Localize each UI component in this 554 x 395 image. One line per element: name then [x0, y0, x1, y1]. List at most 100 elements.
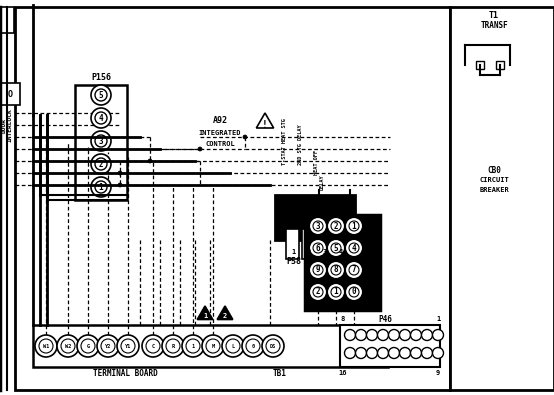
- Circle shape: [433, 329, 444, 340]
- Text: 16: 16: [338, 370, 347, 376]
- Circle shape: [35, 335, 57, 357]
- Circle shape: [313, 243, 323, 253]
- Circle shape: [142, 335, 164, 357]
- Text: 0: 0: [352, 288, 356, 297]
- Circle shape: [388, 348, 399, 359]
- Circle shape: [331, 265, 341, 275]
- Text: P58: P58: [286, 258, 301, 267]
- Circle shape: [356, 329, 367, 340]
- Text: DS: DS: [270, 344, 276, 348]
- Text: CB0: CB0: [487, 166, 501, 175]
- Text: 2: 2: [223, 313, 227, 319]
- Circle shape: [39, 339, 53, 353]
- Circle shape: [349, 265, 359, 275]
- Text: 2: 2: [316, 288, 320, 297]
- Circle shape: [91, 85, 111, 105]
- Circle shape: [91, 108, 111, 128]
- Circle shape: [309, 217, 327, 235]
- Text: 5: 5: [99, 90, 103, 100]
- Circle shape: [367, 348, 377, 359]
- Text: HEAT OFF: HEAT OFF: [314, 150, 319, 175]
- Circle shape: [349, 221, 359, 231]
- Text: DOOR
INTERLOCK: DOOR INTERLOCK: [2, 108, 12, 142]
- Circle shape: [377, 348, 388, 359]
- Circle shape: [422, 329, 433, 340]
- Circle shape: [95, 135, 107, 147]
- Text: 3: 3: [316, 222, 320, 231]
- Circle shape: [202, 335, 224, 357]
- Bar: [476, 61, 484, 69]
- Text: TERMINAL BOARD: TERMINAL BOARD: [93, 369, 157, 378]
- Circle shape: [57, 335, 79, 357]
- Circle shape: [91, 177, 111, 197]
- Circle shape: [433, 348, 444, 359]
- Text: L: L: [232, 344, 234, 348]
- Text: 8: 8: [334, 265, 338, 275]
- Circle shape: [399, 348, 411, 359]
- Circle shape: [345, 217, 363, 235]
- Circle shape: [101, 339, 115, 353]
- Circle shape: [77, 335, 99, 357]
- Text: 3: 3: [99, 137, 103, 145]
- Circle shape: [411, 348, 422, 359]
- Circle shape: [186, 339, 200, 353]
- Circle shape: [148, 159, 152, 163]
- Circle shape: [422, 348, 433, 359]
- Text: 1: 1: [203, 313, 207, 319]
- Text: A92: A92: [213, 115, 228, 124]
- Text: 5: 5: [334, 243, 338, 252]
- Text: TB1: TB1: [273, 369, 287, 378]
- Circle shape: [182, 335, 204, 357]
- Circle shape: [345, 329, 356, 340]
- Text: P156: P156: [91, 73, 111, 81]
- Circle shape: [349, 243, 359, 253]
- Text: 1: 1: [436, 316, 440, 322]
- Circle shape: [367, 329, 377, 340]
- Circle shape: [327, 261, 345, 279]
- Circle shape: [95, 112, 107, 124]
- Circle shape: [121, 339, 135, 353]
- Text: 7: 7: [352, 265, 356, 275]
- Text: TRANSF: TRANSF: [480, 21, 508, 30]
- Circle shape: [345, 348, 356, 359]
- Text: CONTROL: CONTROL: [205, 141, 235, 147]
- Circle shape: [95, 89, 107, 101]
- Text: 2: 2: [334, 222, 338, 231]
- Text: 1: 1: [99, 182, 103, 192]
- Circle shape: [81, 339, 95, 353]
- Circle shape: [399, 329, 411, 340]
- Text: 0: 0: [252, 344, 254, 348]
- Text: 6: 6: [316, 243, 320, 252]
- Text: 4: 4: [339, 249, 343, 255]
- Circle shape: [309, 261, 327, 279]
- Circle shape: [61, 339, 75, 353]
- Circle shape: [331, 243, 341, 253]
- Text: 3: 3: [323, 249, 327, 255]
- Circle shape: [246, 339, 260, 353]
- Text: P46: P46: [378, 314, 392, 324]
- Text: DELAY: DELAY: [320, 174, 325, 190]
- Bar: [318, 229, 331, 259]
- Circle shape: [345, 239, 363, 257]
- Text: O: O: [8, 90, 13, 98]
- Bar: [450, 7, 554, 390]
- Circle shape: [313, 287, 323, 297]
- Text: 2: 2: [307, 203, 311, 209]
- Text: T-STAT HEAT STG: T-STAT HEAT STG: [281, 118, 286, 165]
- Text: 2: 2: [307, 249, 311, 255]
- Circle shape: [309, 283, 327, 301]
- Bar: [302, 229, 315, 259]
- Text: Y1: Y1: [125, 344, 131, 348]
- Circle shape: [327, 239, 345, 257]
- Text: 1: 1: [352, 222, 356, 231]
- Bar: [286, 229, 299, 259]
- Circle shape: [146, 339, 160, 353]
- Text: G: G: [86, 344, 90, 348]
- Text: 9: 9: [436, 370, 440, 376]
- Circle shape: [222, 335, 244, 357]
- Circle shape: [327, 283, 345, 301]
- Bar: [0, 83, 20, 105]
- Circle shape: [313, 265, 323, 275]
- Text: 3: 3: [323, 203, 327, 209]
- Circle shape: [313, 221, 323, 231]
